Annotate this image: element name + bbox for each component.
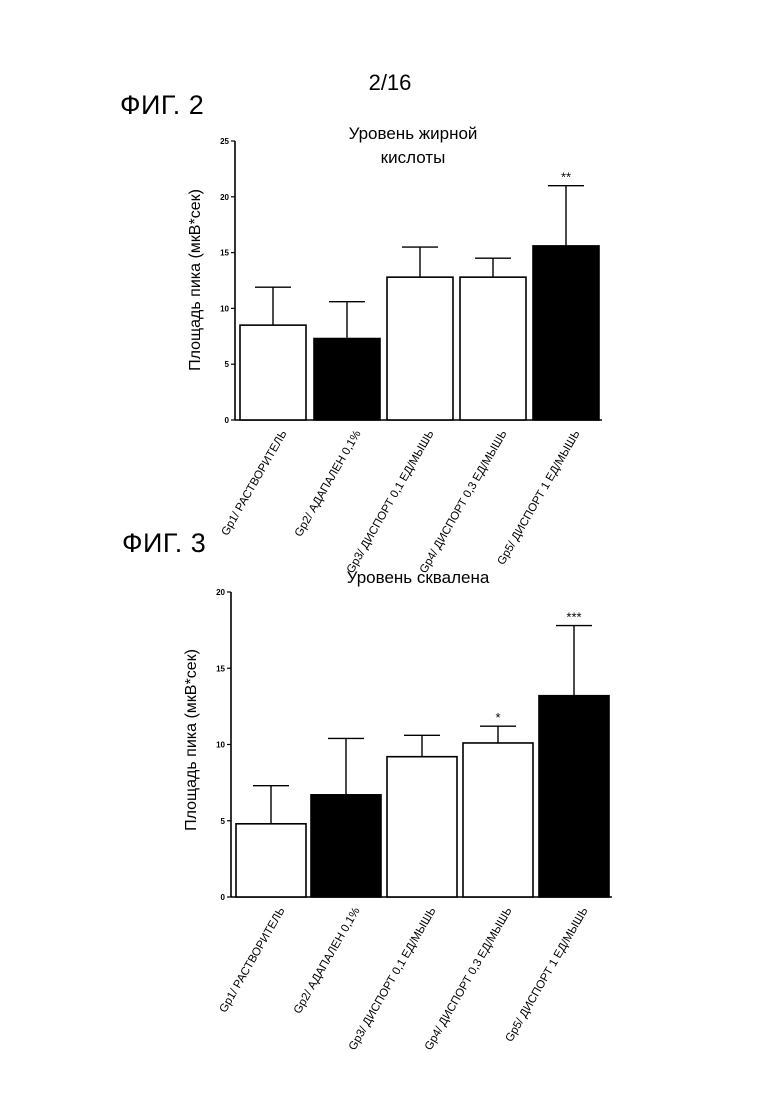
page-number: 2/16 — [0, 70, 780, 96]
bar — [539, 696, 609, 897]
bar — [311, 795, 381, 897]
significance-label: * — [495, 710, 500, 725]
y-tick-label: 5 — [221, 817, 226, 826]
y-tick-label: 5 — [225, 360, 230, 369]
x-category-label: Gp1/ РАСТВОРИТЕЛЬ — [220, 429, 290, 538]
chart-title: кислоты — [381, 148, 446, 167]
bar — [240, 325, 306, 420]
x-category-label: Gp1/ РАСТВОРИТЕЛЬ — [218, 906, 288, 1015]
chart-title: Уровень жирной — [349, 124, 478, 143]
x-category-label: Gp5/ ДИСПОРТ 1 ЕД/МЫШЬ — [496, 429, 583, 568]
y-tick-label: 10 — [220, 304, 229, 313]
x-category-label: Gp4/ ДИСПОРТ 0,3 ЕД/МЫШЬ — [423, 906, 515, 1053]
y-tick-label: 0 — [225, 416, 230, 425]
x-category-label: Gp3/ ДИСПОРТ 0,1 ЕД/МЫШЬ — [345, 429, 437, 576]
y-tick-label: 15 — [220, 249, 229, 258]
x-category-label: Gp4/ ДИСПОРТ 0,3 ЕД/МЫШЬ — [418, 429, 510, 576]
squalene-level-chart: Уровень сквалена Площадь пика (мкВ*сек) 0 5… — [0, 560, 780, 1060]
bar — [387, 757, 457, 897]
x-category-label: Gp5/ ДИСПОРТ 1 ЕД/МЫШЬ — [504, 906, 591, 1045]
x-category-label: Gp2/ АДАПАЛЕН 0,1% — [292, 906, 363, 1016]
significance-label: *** — [566, 610, 581, 625]
bar — [533, 246, 599, 420]
chart-title: Уровень сквалена — [347, 568, 490, 587]
y-tick-label: 10 — [216, 741, 225, 750]
x-category-label: Gp2/ АДАПАЛЕН 0,1% — [293, 429, 364, 539]
y-tick-label: 25 — [220, 137, 229, 146]
x-category-label: Gp3/ ДИСПОРТ 0,1 ЕД/МЫШЬ — [347, 906, 439, 1053]
y-axis-label: Площадь пика (мкВ*сек) — [183, 649, 200, 831]
y-axis-label: Площадь пика (мкВ*сек) — [187, 189, 204, 371]
bar — [460, 277, 526, 420]
y-tick-label: 0 — [221, 893, 226, 902]
bar — [387, 277, 453, 420]
bar — [236, 824, 306, 897]
y-tick-label: 20 — [220, 193, 229, 202]
significance-label: ** — [561, 170, 571, 185]
bar — [314, 339, 380, 420]
y-tick-label: 20 — [216, 588, 225, 597]
fatty-acid-level-chart: Уровень жирной кислоты Площадь пика (мкВ*с… — [0, 115, 780, 535]
bar — [463, 743, 533, 897]
y-tick-label: 15 — [216, 664, 225, 673]
